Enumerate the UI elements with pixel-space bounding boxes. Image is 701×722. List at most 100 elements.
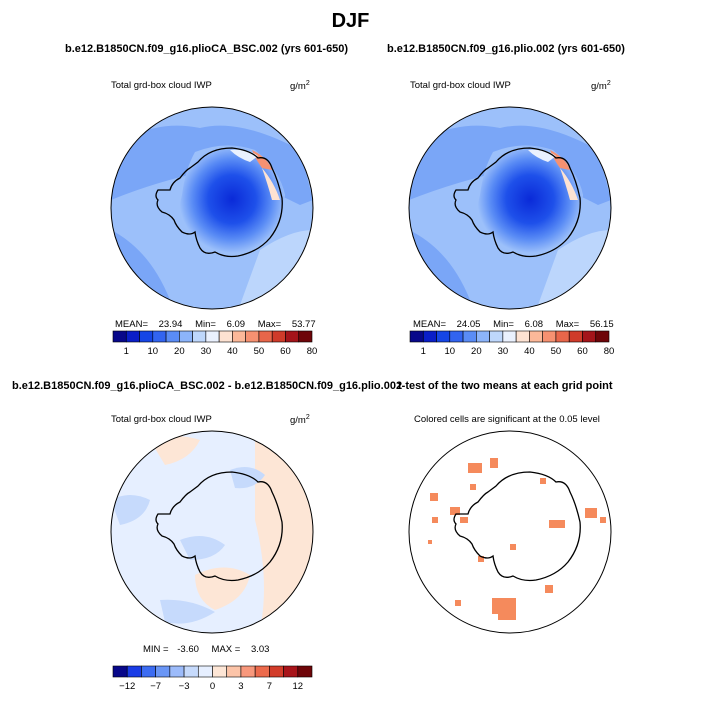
cbar-tr-box-6 [489, 330, 504, 343]
left-string-bottom-right: Colored cells are significant at the 0.0… [414, 414, 600, 425]
coastline-bl [155, 471, 283, 582]
left-string-bottom-left: Total grd-box cloud IWP [111, 414, 212, 425]
cbar-bl-label-0: −12 [119, 681, 135, 692]
cbar-tr-box-7 [502, 330, 517, 343]
cbar-tr-box-11 [555, 330, 570, 343]
colorbar-top-right: 1 10 20 30 40 50 60 80 [409, 330, 615, 357]
band-tl-2 [111, 230, 170, 300]
cbar-tl-label-5: 50 [254, 346, 265, 357]
cbar-tl-label-1: 10 [148, 346, 159, 357]
cbar-tl-box-7 [205, 330, 220, 343]
coast-red-tr [550, 150, 570, 170]
map-border-bl [110, 430, 314, 634]
map-bottom-right [428, 458, 606, 620]
units-top-right: g/m2 [591, 80, 611, 93]
map-border-br [408, 430, 612, 634]
sig-cell-6 [549, 520, 565, 528]
sig-cell-1 [490, 458, 498, 468]
cbar-tl-box-1 [125, 330, 140, 343]
cbar-tr-label-0: 1 [421, 346, 426, 357]
cbar-tr-box-2 [436, 330, 451, 343]
neg-area-bl-3 [160, 599, 215, 624]
sig-cell-7 [585, 508, 597, 518]
panel-title-bottom-left: b.e12.B1850CN.f09_g16.plioCA_BSC.002 - b… [12, 380, 403, 392]
cbar-tl-label-3: 30 [201, 346, 212, 357]
cbar-tl-box-14 [298, 330, 313, 343]
cbar-tr-box-3 [449, 330, 464, 343]
coastline-tl [155, 147, 283, 258]
cbar-tl-box-8 [218, 330, 233, 343]
cbar-tr-label-5: 50 [551, 346, 562, 357]
cbar-bl-box-11 [269, 665, 284, 678]
coastline-br [453, 471, 581, 582]
stats-top-right: MEAN= 24.05 Min= 6.08 Max= 56.15 [413, 319, 614, 330]
cbar-tr-box-13 [582, 330, 597, 343]
cbar-tl-box-13 [285, 330, 300, 343]
cbar-tr-label-3: 30 [498, 346, 509, 357]
neg-area-bl-4 [230, 466, 265, 489]
sig-cell-16 [428, 540, 432, 544]
coast-red-tl [252, 150, 272, 170]
cbar-bl-label-4: 3 [238, 681, 243, 692]
coast-white-tr [560, 168, 578, 200]
coastline-tr [453, 147, 581, 258]
cbar-tl-box-4 [165, 330, 180, 343]
band-tl-3 [240, 230, 313, 305]
units-bottom-left: g/m2 [290, 414, 310, 427]
left-string-top-left: Total grd-box cloud IWP [111, 80, 212, 91]
sig-cell-13 [498, 612, 516, 620]
cbar-tr-box-4 [462, 330, 477, 343]
sig-cell-10 [478, 556, 484, 562]
cbar-bl-label-3: 0 [210, 681, 215, 692]
sig-cell-2 [540, 478, 546, 484]
pos-area-bl-1 [255, 440, 313, 630]
cbar-tr-box-12 [568, 330, 583, 343]
cbar-bl-box-10 [254, 665, 270, 678]
cbar-bl-box-9 [240, 665, 256, 678]
cbar-bl-box-0 [112, 665, 128, 678]
sig-cell-11 [432, 517, 438, 523]
cbar-bl-box-2 [141, 665, 156, 678]
cbar-tr-box-0 [409, 330, 424, 343]
sig-cell-5 [460, 517, 468, 523]
panel-title-top-right: b.e12.B1850CN.f09_g16.plio.002 (yrs 601-… [387, 43, 625, 55]
ice-field-tr [477, 145, 583, 254]
cbar-bl-box-4 [169, 665, 185, 678]
cbar-bl-label-2: −3 [179, 681, 190, 692]
cbar-tl-box-9 [232, 330, 246, 343]
cbar-bl-label-1: −7 [150, 681, 161, 692]
cbar-bl-box-3 [155, 665, 171, 678]
map-border-tr [408, 106, 612, 310]
neg-area-bl-1 [111, 495, 150, 525]
cbar-tr-box-10 [542, 330, 557, 343]
cbar-tl-box-12 [271, 330, 286, 343]
cbar-tl-box-0 [112, 330, 127, 343]
figure-title: DJF [331, 10, 370, 32]
cbar-bl-box-12 [283, 665, 299, 678]
colorbar-bottom-left: −12 −7 −3 0 3 7 12 [112, 665, 313, 692]
cbar-tl-box-2 [139, 330, 154, 343]
panel-title-bottom-right: t-test of the two means at each grid poi… [398, 380, 613, 392]
cbar-tr-label-4: 40 [524, 346, 535, 357]
sig-cell-12 [492, 598, 516, 614]
map-border-tl [110, 106, 314, 310]
cbar-tl-label-2: 20 [174, 346, 185, 357]
cbar-tl-box-3 [152, 330, 167, 343]
pos-area-bl-3 [195, 567, 250, 610]
cbar-tr-box-5 [476, 330, 490, 343]
cbar-tr-box-9 [529, 330, 543, 343]
band-tr-3 [538, 230, 611, 305]
sig-cell-9 [510, 544, 516, 550]
cbar-tl-box-5 [179, 330, 193, 343]
cbar-tr-label-2: 20 [471, 346, 482, 357]
cbar-tl-label-0: 1 [124, 346, 129, 357]
stats-top-left: MEAN= 23.94 Min= 6.09 Max= 53.77 [115, 319, 316, 330]
sig-cell-4 [450, 507, 460, 515]
cbar-bl-box-7 [212, 665, 228, 678]
cbar-tr-label-7: 80 [604, 346, 615, 357]
sig-cell-0 [468, 463, 482, 473]
band-tr-2 [409, 230, 470, 300]
ice-field-tl [179, 145, 285, 254]
cbar-tl-box-11 [258, 330, 273, 343]
cbar-tr-label-1: 10 [445, 346, 456, 357]
